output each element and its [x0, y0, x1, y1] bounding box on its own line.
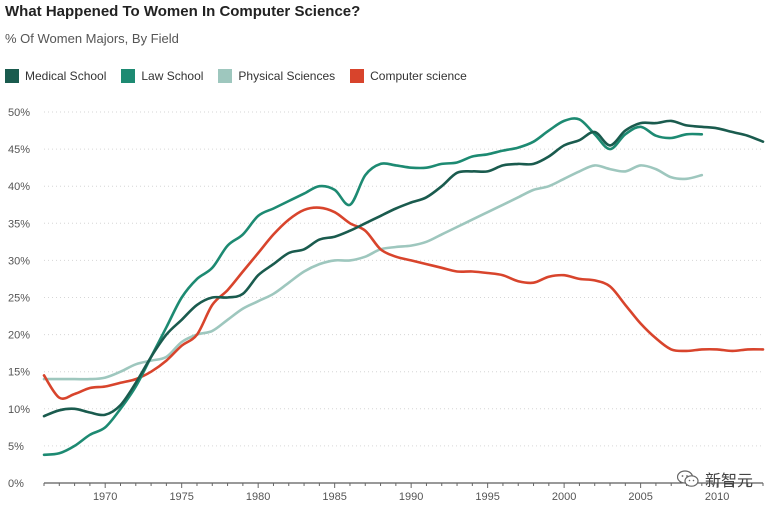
legend-label: Law School: [141, 69, 204, 83]
x-tick-label: 1970: [93, 491, 117, 503]
x-tick-label: 2000: [552, 491, 576, 503]
x-tick-label: 2010: [705, 491, 729, 503]
chart-title: What Happened To Women In Computer Scien…: [5, 3, 361, 20]
series-line-law-school: [42, 117, 704, 457]
series-line-medical-school: [42, 119, 765, 418]
legend-item-physical-sciences: Physical Sciences: [218, 69, 335, 83]
y-tick-label: 5%: [8, 441, 24, 453]
x-tick-label: 1980: [246, 491, 270, 503]
watermark: 新智元: [676, 467, 753, 491]
legend-swatch: [350, 69, 365, 83]
x-tick-label: 1975: [169, 491, 193, 503]
legend-item-law-school: Law School: [121, 69, 203, 83]
y-tick-label: 35%: [8, 218, 30, 230]
y-tick-label: 50%: [8, 107, 30, 119]
x-tick-label: 1990: [399, 491, 423, 503]
legend-swatch: [5, 69, 19, 83]
y-tick-label: 20%: [8, 330, 30, 342]
watermark-text: 新智元: [704, 473, 753, 490]
wechat-icon: [676, 470, 699, 487]
legend: Medical School Law School Physical Scien…: [5, 69, 482, 83]
legend-swatch: [218, 69, 233, 83]
y-tick-label: 25%: [8, 293, 30, 305]
y-tick-label: 10%: [8, 404, 30, 416]
legend-item-computer-science: Computer science: [350, 69, 467, 83]
chart-subtitle: % Of Women Majors, By Field: [5, 31, 179, 46]
legend-label: Physical Sciences: [238, 69, 336, 83]
x-tick-label: 2005: [628, 491, 652, 503]
y-tick-label: 0%: [8, 478, 24, 490]
x-tick-label: 1995: [475, 491, 499, 503]
y-tick-label: 45%: [8, 144, 30, 156]
legend-item-medical-school: Medical School: [5, 69, 106, 83]
legend-swatch: [121, 69, 136, 83]
series-line-physical-sciences: [42, 164, 704, 381]
legend-label: Medical School: [25, 69, 107, 83]
x-tick-label: 1985: [322, 491, 346, 503]
y-tick-label: 40%: [8, 181, 30, 193]
y-tick-label: 30%: [8, 255, 30, 267]
series-line-computer-science: [42, 206, 765, 400]
y-tick-label: 15%: [8, 367, 30, 379]
legend-label: Computer science: [370, 69, 467, 83]
